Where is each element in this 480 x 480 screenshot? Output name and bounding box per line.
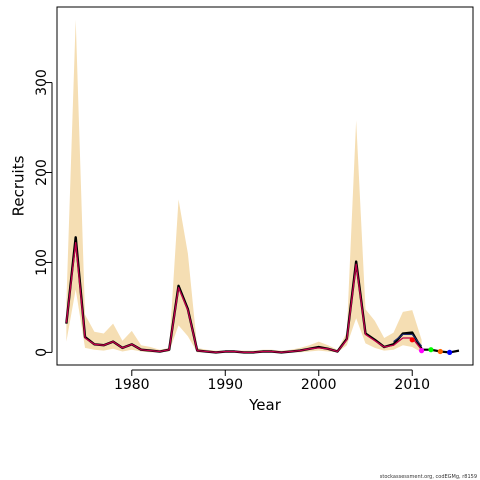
blue-trace — [393, 333, 423, 347]
y-axis: 0 100 200 300 — [34, 69, 53, 357]
x-tick-label: 2010 — [394, 377, 430, 393]
confidence-band — [66, 19, 422, 353]
y-tick-label: 0 — [34, 348, 50, 357]
x-axis-title: Year — [248, 396, 282, 414]
y-axis-title: Recruits — [10, 155, 28, 216]
plot-area — [65, 19, 460, 356]
x-axis: 1980 1990 2000 2010 — [114, 369, 430, 393]
data-point — [409, 337, 415, 343]
y-tick-label: 200 — [34, 159, 50, 186]
x-tick-label: 2000 — [301, 377, 337, 393]
x-tick-label: 1990 — [207, 377, 243, 393]
overlay-line-1 — [65, 242, 423, 354]
y-tick-label: 300 — [34, 69, 50, 96]
data-point — [437, 348, 443, 355]
footer-credit: stockassessment.org, codEGMg, r8159 — [379, 474, 477, 480]
estimate-line-0 — [65, 236, 423, 354]
data-point — [447, 349, 453, 356]
x-tick-label: 1980 — [114, 377, 150, 393]
data-point — [418, 348, 425, 354]
y-tick-label: 100 — [34, 249, 50, 276]
plot-frame — [56, 6, 474, 366]
data-point — [428, 347, 434, 353]
